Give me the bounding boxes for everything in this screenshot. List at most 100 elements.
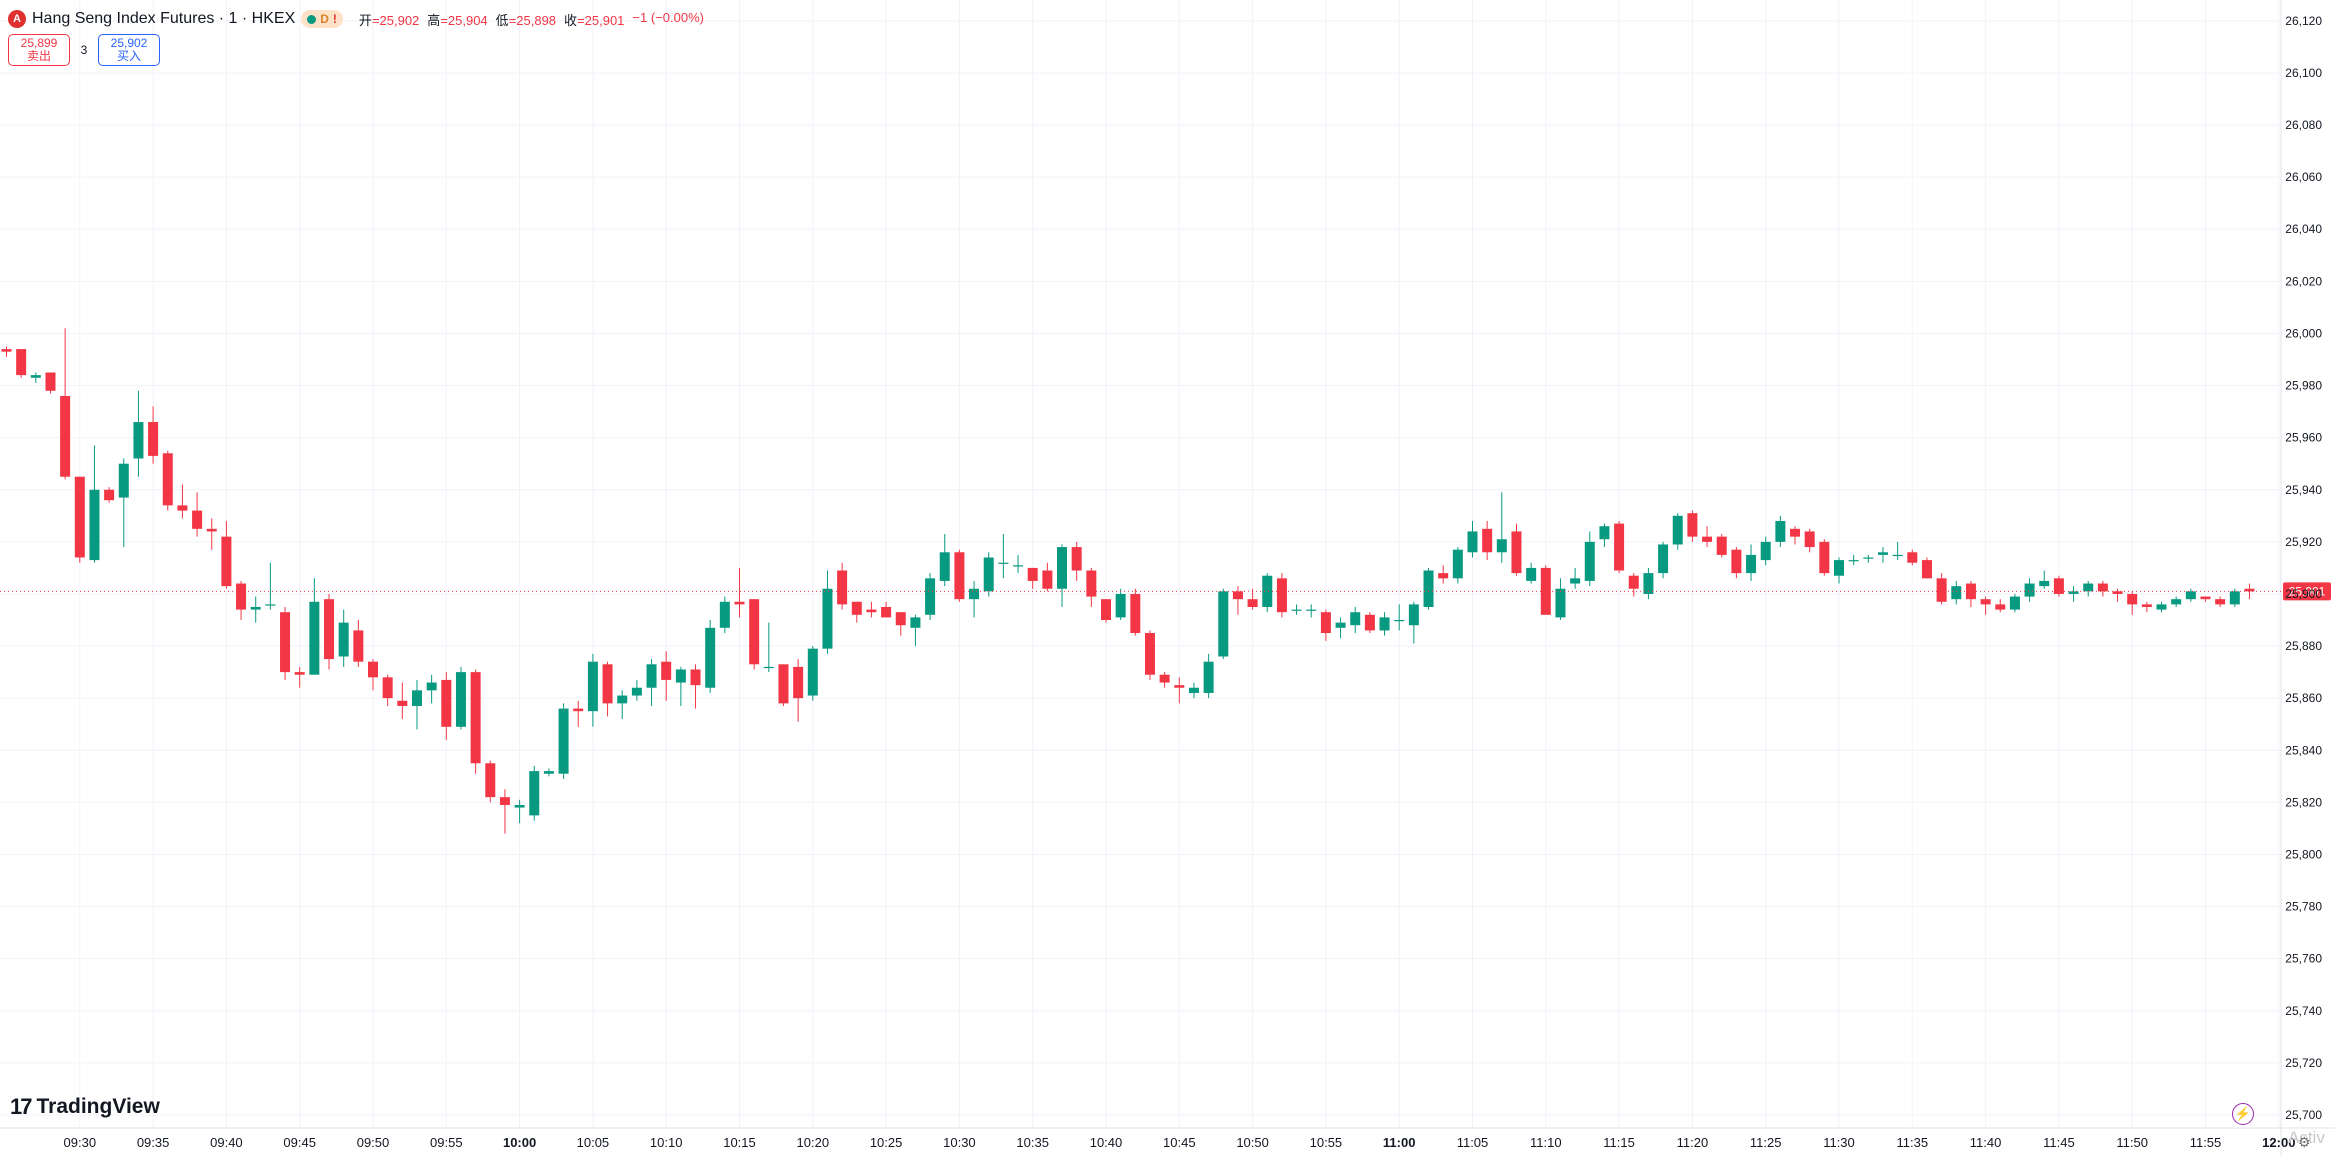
candle[interactable] [1218,588,1229,660]
candle[interactable] [426,674,437,704]
candle[interactable] [2053,575,2064,597]
candle[interactable] [1921,557,1932,579]
candle[interactable] [1995,599,2006,613]
candle[interactable] [1716,534,1727,558]
candle[interactable] [1834,557,1844,584]
candle[interactable] [807,646,818,701]
candle[interactable] [2229,588,2240,607]
candle[interactable] [2097,580,2108,597]
candle[interactable] [1907,549,1918,566]
candle[interactable] [1101,599,1111,623]
candle[interactable] [2215,596,2226,607]
candle[interactable] [646,659,657,706]
candle[interactable] [74,476,85,563]
candle[interactable] [573,700,584,727]
candle[interactable] [1599,523,1610,548]
candle[interactable] [602,661,613,717]
candle[interactable] [1364,612,1375,634]
candle[interactable] [1071,541,1082,581]
candle[interactable] [2112,588,2123,602]
candle[interactable] [1804,528,1815,553]
candle[interactable] [2009,593,2020,613]
candle[interactable] [221,521,232,589]
symbol-title[interactable]: Hang Seng Index Futures · 1 · HKEX [32,10,296,27]
candle[interactable] [1731,547,1742,579]
candle[interactable] [1614,521,1625,574]
candle[interactable] [719,596,730,634]
candle[interactable] [1262,573,1273,613]
candle[interactable] [1555,578,1566,621]
candle[interactable] [954,549,965,602]
candle[interactable] [1702,526,1713,548]
candle[interactable] [30,372,41,383]
candle[interactable] [631,679,642,701]
candle[interactable] [236,580,247,621]
candle[interactable] [1877,547,1888,563]
candle[interactable] [2171,596,2182,607]
candle[interactable] [1394,604,1405,631]
candle[interactable] [1658,541,1669,579]
settings-gear-icon[interactable]: ⚙ [2298,1134,2311,1150]
candle[interactable] [309,578,320,675]
candle[interactable] [1936,573,1947,605]
candle[interactable] [1042,562,1053,592]
candle[interactable] [1526,562,1537,584]
candle[interactable] [324,593,335,670]
candle[interactable] [617,690,628,720]
candle[interactable] [368,659,378,691]
candle[interactable] [983,552,994,597]
candle[interactable] [1057,544,1068,607]
candle[interactable] [2141,601,2152,613]
candle[interactable] [1819,539,1830,576]
market-status-pill[interactable]: D ! [301,10,343,28]
candle[interactable] [866,601,877,618]
candle[interactable] [1496,492,1507,563]
candle[interactable] [778,664,789,706]
candle[interactable] [2200,596,2211,602]
tradingview-logo[interactable]: 17 TradingView [10,1094,160,1120]
lightning-icon[interactable]: ⚡ [2232,1103,2254,1125]
candle[interactable] [1306,604,1317,618]
candle[interactable] [148,406,159,464]
candle[interactable] [485,760,496,803]
candle[interactable] [1790,526,1801,545]
candle[interactable] [1760,536,1771,566]
candle[interactable] [1892,541,1903,561]
candle[interactable] [397,682,408,720]
candle[interactable] [455,666,466,730]
candle[interactable] [1276,573,1287,618]
candle[interactable] [1320,609,1331,641]
candle[interactable] [294,666,305,688]
candle[interactable] [1335,617,1346,639]
candle[interactable] [1482,521,1493,561]
candle[interactable] [104,487,115,503]
candle[interactable] [133,390,144,477]
candle[interactable] [1408,601,1419,644]
candle[interactable] [1746,544,1757,581]
candle[interactable] [675,666,686,706]
candle[interactable] [1672,513,1683,550]
candle[interactable] [1115,588,1126,621]
candle[interactable] [1232,586,1243,615]
candle[interactable] [1628,573,1639,597]
candle[interactable] [690,664,701,709]
candle[interactable] [1144,630,1155,680]
sell-button[interactable]: 25,899 卖出 [8,34,70,66]
candle[interactable] [280,606,291,680]
candle[interactable] [1086,567,1097,607]
candle[interactable] [734,567,745,618]
candle[interactable] [910,614,921,647]
candle[interactable] [250,596,261,623]
candle[interactable] [1467,521,1478,558]
candle[interactable] [1452,547,1463,584]
candle[interactable] [763,622,774,673]
candle[interactable] [1687,510,1698,542]
candle[interactable] [587,653,598,727]
candle[interactable] [514,799,525,824]
candle[interactable] [1027,567,1038,589]
candle[interactable] [1,346,12,357]
candle[interactable] [2083,580,2094,597]
candle[interactable] [851,601,862,623]
